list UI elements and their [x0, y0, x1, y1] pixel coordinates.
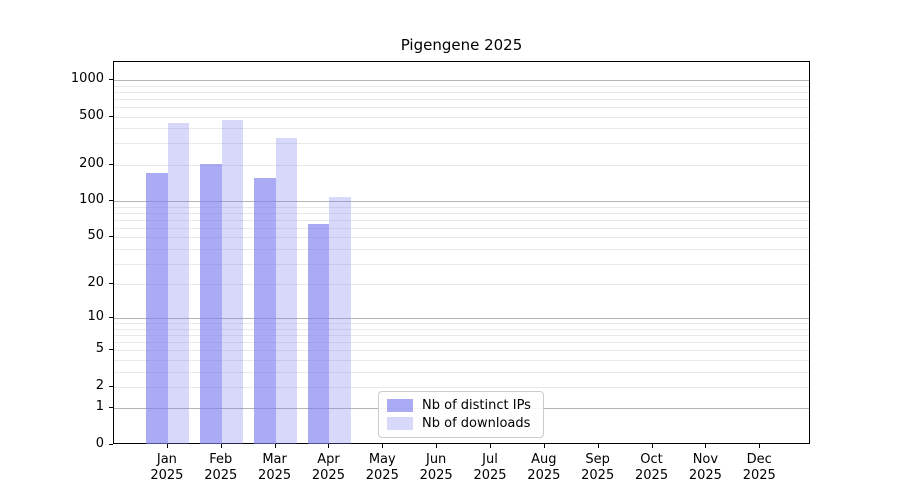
y-tick-mark-2	[109, 385, 113, 387]
x-tick-mark-nov	[705, 444, 707, 448]
x-tick-mark-jul	[490, 444, 491, 448]
legend-label-downloads: Nb of downloads	[422, 416, 531, 432]
x-tick-mark-sep	[597, 444, 599, 448]
y-tick-label-20: 20	[87, 275, 104, 291]
y-tick-mark-1000	[109, 78, 113, 80]
bar-ips-feb	[200, 163, 222, 444]
x-tick-label-jul: Jul 2025	[473, 452, 507, 483]
y-tick-label-0: 0	[95, 436, 104, 451]
y-tick-label-200: 200	[79, 155, 104, 171]
gridline-minor-900	[114, 85, 809, 87]
gridline-minor-20	[114, 284, 809, 286]
chart-title: Pigengene 2025	[400, 36, 523, 54]
gridline-minor-200	[114, 164, 809, 166]
gridline-minor-5	[114, 350, 809, 352]
gridline-minor-700	[114, 98, 809, 100]
gridline-minor-600	[114, 106, 809, 108]
gridline-minor-30	[114, 263, 809, 265]
legend-swatch-distinct-ips	[387, 398, 413, 412]
gridline-minor-300	[114, 143, 809, 145]
x-tick-mark-oct	[651, 444, 653, 448]
bar-downloads-jan	[167, 123, 190, 444]
gridline-minor-400	[114, 128, 809, 130]
legend-item-downloads: Nb of downloads	[379, 415, 543, 433]
legend-label-distinct-ips: Nb of distinct IPs	[422, 397, 531, 413]
x-tick-label-sep: Sep 2025	[581, 452, 615, 483]
y-tick-label-1000: 1000	[70, 70, 104, 86]
x-tick-label-apr: Apr 2025	[311, 452, 345, 483]
y-tick-label-50: 50	[87, 228, 104, 244]
bar-ips-apr	[307, 224, 330, 444]
y-tick-mark-5	[109, 349, 113, 351]
x-tick-mark-mar	[274, 444, 276, 448]
gridline-minor-800	[114, 91, 809, 93]
x-tick-label-aug: Aug 2025	[527, 452, 561, 483]
gridline-major-100	[114, 201, 809, 203]
gridline-minor-500	[114, 116, 809, 118]
gridline-minor-40	[114, 248, 809, 250]
gridline-minor-8	[114, 328, 809, 330]
y-tick-label-1: 1	[95, 399, 104, 415]
bar-ips-mar	[254, 178, 276, 444]
x-tick-mark-dec	[759, 444, 761, 448]
y-tick-mark-50	[109, 236, 113, 238]
gridline-minor-2	[114, 386, 809, 388]
x-tick-label-mar: Mar 2025	[258, 452, 292, 483]
gridline-minor-80	[114, 212, 809, 214]
x-tick-label-feb: Feb 2025	[204, 452, 238, 483]
x-tick-mark-aug	[543, 444, 545, 448]
y-tick-mark-1	[109, 407, 113, 409]
gridline-minor-50	[114, 237, 809, 239]
bar-ips-jan	[146, 173, 168, 444]
plot-area	[113, 61, 810, 444]
bar-downloads-mar	[275, 137, 298, 444]
y-tick-mark-10	[109, 317, 113, 319]
y-tick-label-2: 2	[95, 377, 104, 393]
gridline-major-10	[114, 318, 809, 320]
y-tick-mark-200	[109, 163, 113, 165]
x-tick-mark-apr	[328, 444, 330, 448]
gridline-major-1000	[114, 79, 809, 81]
x-tick-mark-jun	[436, 444, 438, 448]
x-tick-mark-may	[382, 444, 384, 448]
x-tick-mark-feb	[220, 444, 222, 448]
gridline-minor-7	[114, 335, 809, 337]
gridline-minor-4	[114, 359, 809, 361]
gridline-minor-70	[114, 219, 809, 221]
y-tick-label-100: 100	[79, 192, 104, 208]
y-tick-mark-500	[109, 115, 113, 117]
gridline-minor-60	[114, 227, 809, 229]
legend-swatch-downloads	[387, 417, 413, 431]
x-tick-label-oct: Oct 2025	[635, 452, 669, 483]
gridline-minor-90	[114, 206, 809, 208]
x-tick-label-may: May 2025	[365, 452, 399, 483]
y-tick-mark-20	[109, 283, 113, 285]
gridline-minor-6	[114, 342, 809, 344]
legend-item-distinct-ips: Nb of distinct IPs	[379, 396, 543, 414]
x-tick-mark-jan	[166, 444, 168, 448]
y-tick-mark-100	[109, 200, 113, 202]
y-tick-mark-0	[109, 444, 113, 445]
x-tick-label-jun: Jun 2025	[419, 452, 453, 483]
x-tick-label-jan: Jan 2025	[150, 452, 184, 483]
y-tick-label-10: 10	[87, 309, 104, 325]
y-tick-label-500: 500	[79, 107, 104, 123]
x-tick-label-nov: Nov 2025	[688, 452, 722, 483]
y-tick-label-5: 5	[95, 341, 104, 357]
bar-downloads-apr	[329, 197, 351, 444]
bar-downloads-feb	[221, 120, 244, 444]
gridline-minor-9	[114, 323, 809, 325]
gridline-minor-3	[114, 371, 809, 373]
legend: Nb of distinct IPs Nb of downloads	[378, 391, 544, 438]
x-tick-label-dec: Dec 2025	[742, 452, 776, 483]
